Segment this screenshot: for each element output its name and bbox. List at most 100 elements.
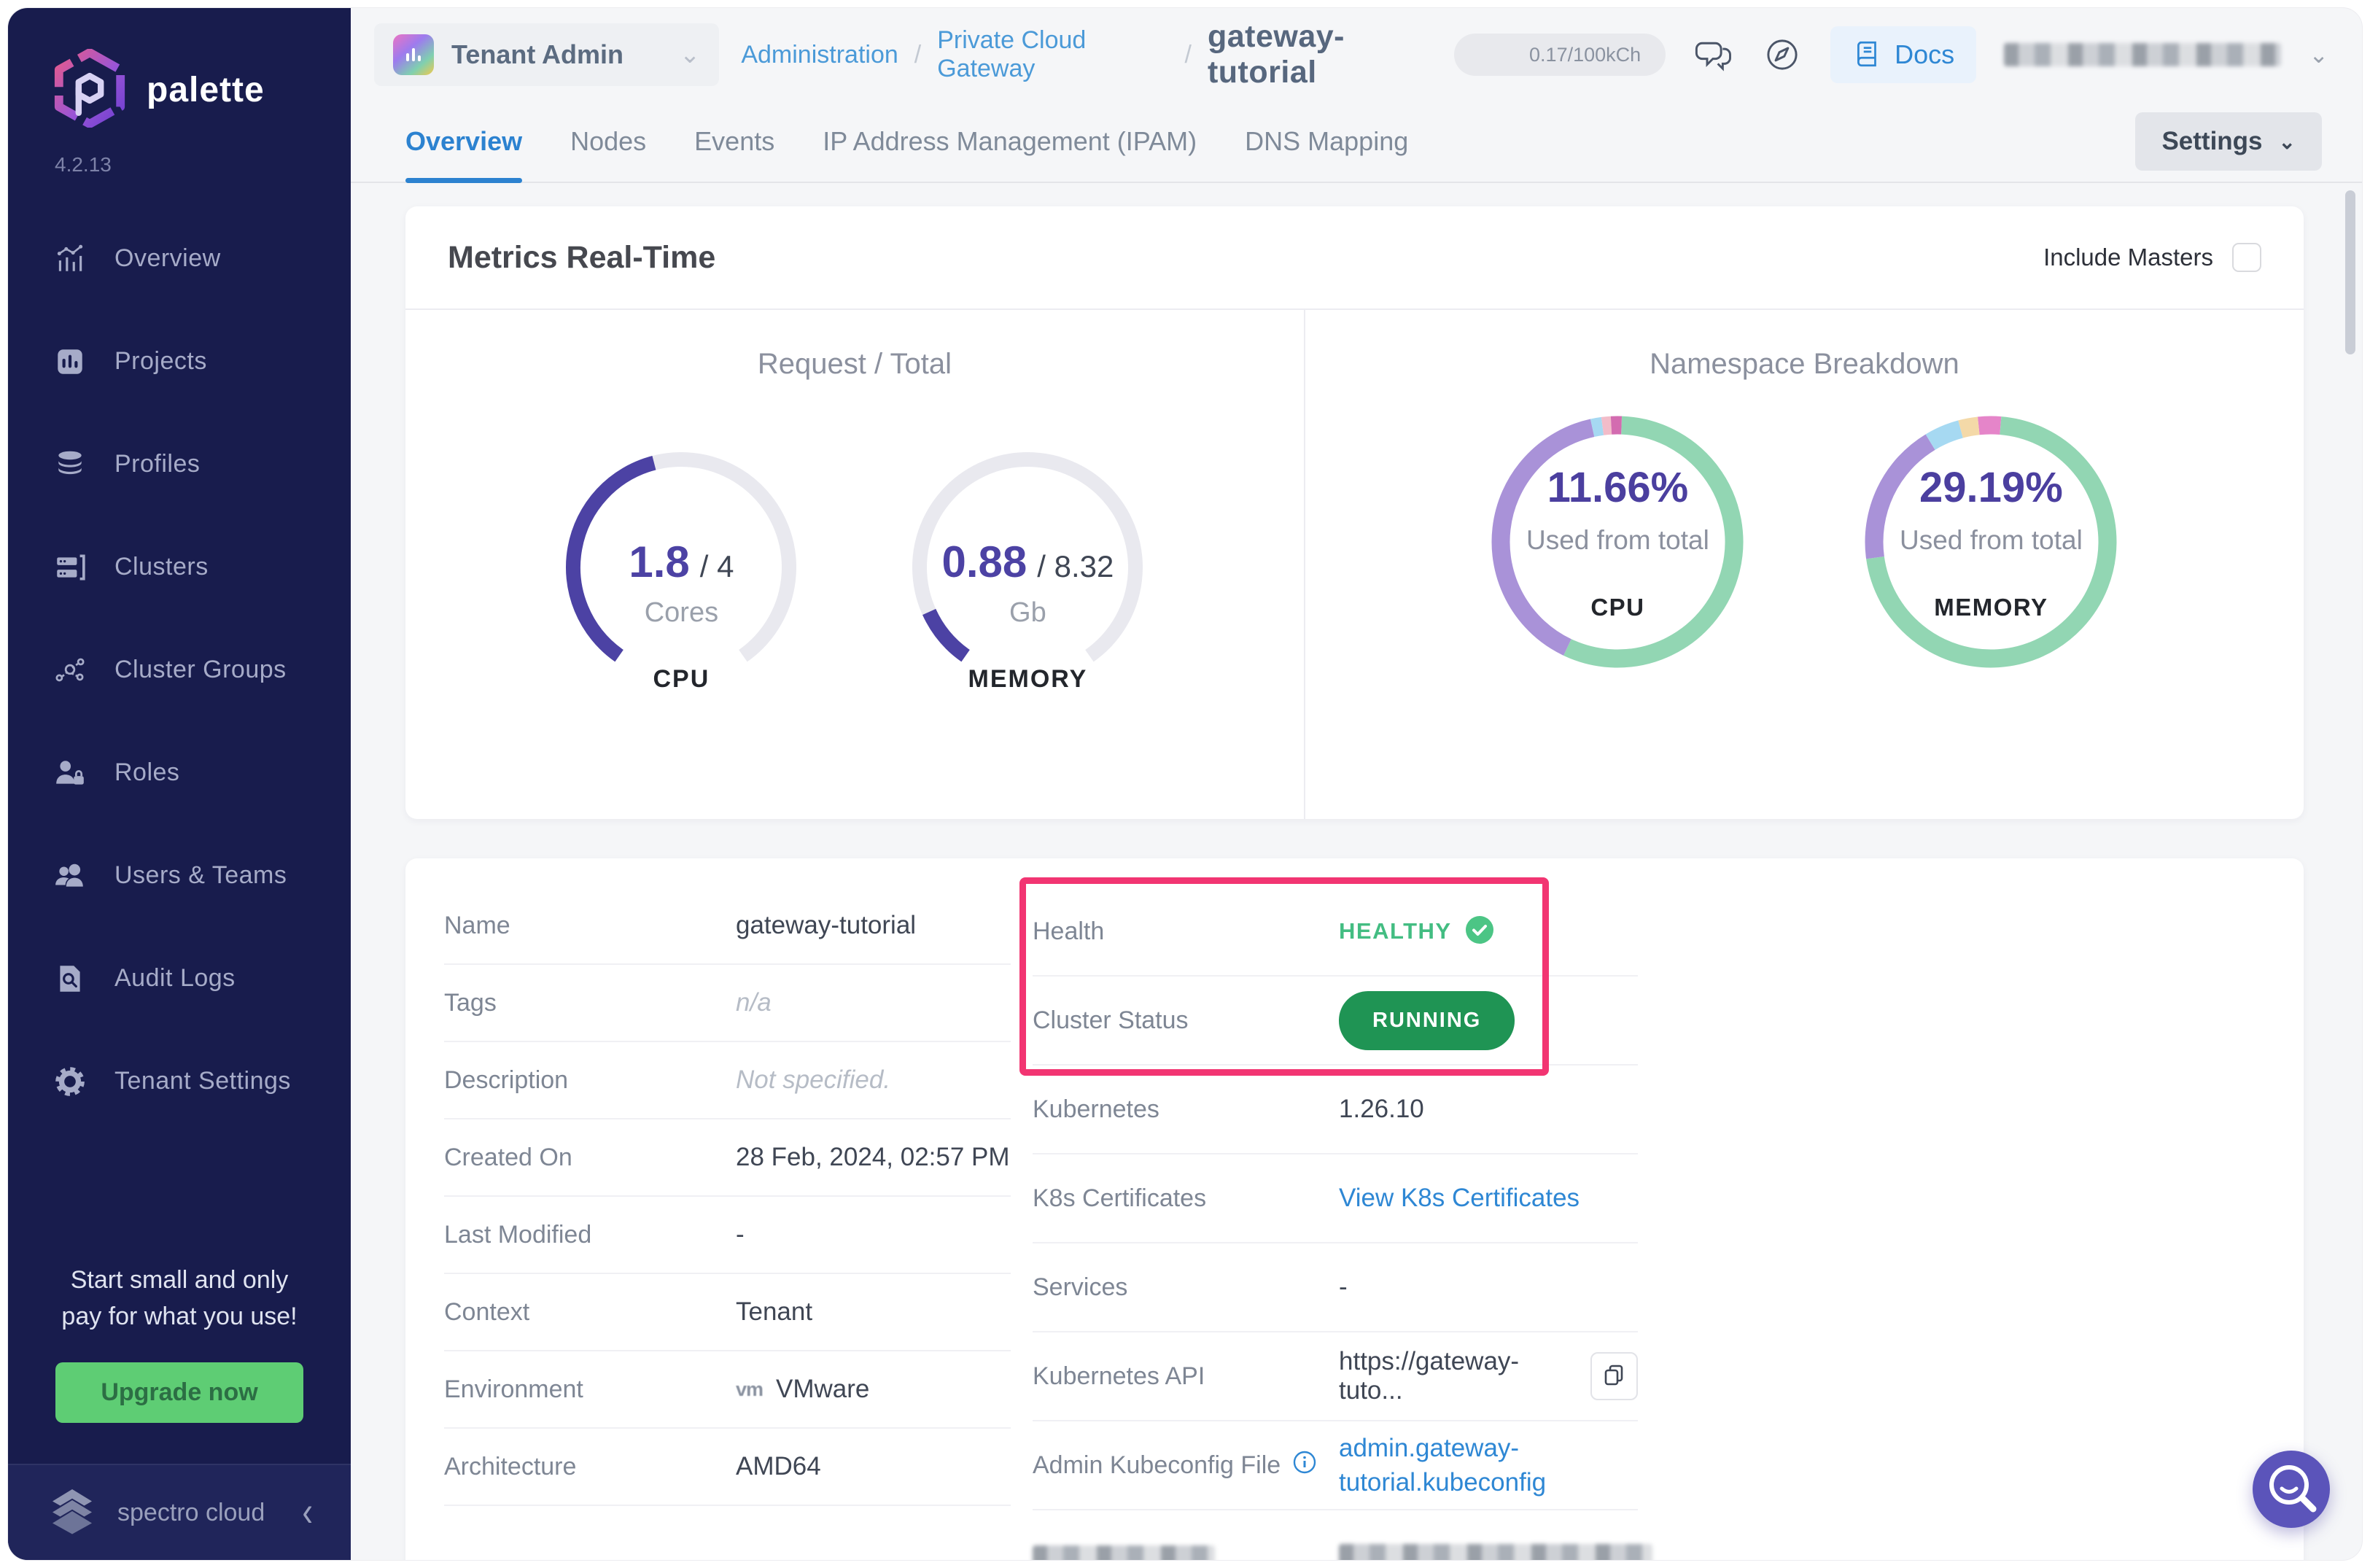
page-title: gateway-tutorial (1207, 19, 1345, 90)
sidebar-nav: Overview Projects Profiles (8, 207, 351, 1133)
details-right-column: Health HEALTHY Cluster Status RUNNING (1019, 877, 1652, 1560)
detail-row-k8s-certificates: K8s Certificates View K8s Certificates (1033, 1154, 1638, 1243)
collapse-sidebar-icon[interactable]: ‹ (302, 1489, 313, 1536)
scope-selector-label: Tenant Admin (451, 39, 623, 69)
upgrade-now-button[interactable]: Upgrade now (55, 1362, 303, 1423)
details-left-column: Name gateway-tutorial Tags n/a Descripti… (444, 888, 1011, 1560)
detail-row-kubernetes-api: Kubernetes API https://gateway-tuto... (1033, 1332, 1638, 1421)
detail-row-cluster-status: Cluster Status RUNNING (1033, 977, 1638, 1066)
cluster-details-card: Name gateway-tutorial Tags n/a Descripti… (405, 858, 2304, 1560)
memory-donut: 29.19% Used from total MEMORY (1856, 407, 2126, 677)
detail-row-redacted (1033, 1510, 1652, 1560)
brand-name: spectro cloud (117, 1498, 265, 1526)
tab-bar: Overview Nodes Events IP Address Managem… (351, 101, 2362, 183)
usage-quota-pill: 0.17/100kCh (1454, 34, 1666, 76)
metrics-card-title: Metrics Real-Time (448, 239, 716, 275)
upsell-banner: Start small and only pay for what you us… (8, 1262, 351, 1423)
app-title: palette (147, 71, 265, 109)
detail-row-admin-kubeconfig: Admin Kubeconfig File admin.gateway-tuto… (1033, 1421, 1638, 1510)
vertical-scrollbar-thumb[interactable] (2345, 190, 2355, 354)
compass-icon[interactable] (1762, 34, 1803, 75)
detail-row-context: Context Tenant (444, 1274, 1011, 1351)
breadcrumb-private-cloud-gateway[interactable]: Private Cloud Gateway (937, 26, 1087, 82)
redacted-label (1033, 1545, 1215, 1560)
user-account-redacted[interactable] (2004, 43, 2282, 66)
nodes-icon (53, 653, 87, 687)
info-icon[interactable] (1292, 1450, 1317, 1481)
sidebar: palette 4.2.13 Overview Projects (8, 8, 351, 1560)
sidebar-item-audit-logs[interactable]: Audit Logs (8, 927, 351, 1030)
namespace-breakdown-title: Namespace Breakdown (1650, 348, 1959, 380)
tab-events[interactable]: Events (694, 126, 775, 156)
breadcrumb: Administration / Private Cloud Gateway /… (741, 19, 1432, 90)
sidebar-item-users-teams[interactable]: Users & Teams (8, 824, 351, 927)
cpu-donut: 11.66% Used from total CPU (1483, 407, 1752, 677)
bar-chart-icon (53, 345, 87, 379)
include-masters-checkbox[interactable] (2232, 243, 2261, 272)
sidebar-item-cluster-groups[interactable]: Cluster Groups (8, 618, 351, 721)
docs-button[interactable]: Docs (1830, 26, 1977, 83)
namespace-breakdown-section: Namespace Breakdown 11.66% Used from tot… (1305, 310, 2304, 819)
content-scroll-area: Metrics Real-Time Include Masters Reques… (351, 185, 2362, 1560)
detail-row-health: Health HEALTHY (1033, 888, 1638, 977)
copy-icon (1601, 1362, 1627, 1391)
sidebar-item-tenant-settings[interactable]: Tenant Settings (8, 1030, 351, 1133)
detail-row-architecture: Architecture AMD64 (444, 1429, 1011, 1506)
server-icon (53, 551, 87, 584)
sidebar-item-projects[interactable]: Projects (8, 310, 351, 413)
sidebar-item-overview[interactable]: Overview (8, 207, 351, 310)
layers-icon (53, 448, 87, 481)
sidebar-footer: spectro cloud ‹ (8, 1464, 351, 1560)
cpu-gauge: 1.8 / 4 Cores CPU (550, 451, 812, 694)
vm-icon: vm (736, 1378, 764, 1400)
chart-trend-icon (53, 242, 87, 276)
memory-gauge-label: MEMORY (968, 665, 1088, 693)
sidebar-item-roles[interactable]: Roles (8, 721, 351, 824)
settings-button[interactable]: Settings ⌄ (2135, 112, 2322, 171)
detail-row-description: Description Not specified. (444, 1042, 1011, 1119)
palette-logo-icon (52, 48, 128, 131)
request-total-section: Request / Total 1.8 / 4 Cores (405, 310, 1305, 819)
upsell-text: Start small and only pay for what you us… (61, 1266, 298, 1330)
cpu-donut-label: CPU (1590, 593, 1645, 621)
detail-row-last-modified: Last Modified - (444, 1197, 1011, 1274)
copy-button[interactable] (1590, 1352, 1638, 1400)
tab-nodes[interactable]: Nodes (570, 126, 647, 156)
chevron-down-icon: ⌄ (679, 41, 701, 69)
search-fab-button[interactable] (2253, 1451, 2330, 1528)
check-circle-icon (1465, 915, 1494, 948)
topbar: Tenant Admin ⌄ Administration / Private … (351, 8, 2362, 101)
memory-gauge: 0.88 / 8.32 Gb MEMORY (896, 451, 1159, 694)
users-icon (53, 859, 87, 893)
memory-donut-label: MEMORY (1934, 593, 2048, 621)
tab-overview[interactable]: Overview (405, 101, 523, 183)
kubeconfig-download-link[interactable]: admin.gateway-tutorial.kubeconfig (1339, 1433, 1547, 1497)
tab-ipam[interactable]: IP Address Management (IPAM) (823, 126, 1197, 156)
sidebar-item-profiles[interactable]: Profiles (8, 413, 351, 516)
sidebar-item-clusters[interactable]: Clusters (8, 516, 351, 618)
detail-row-services: Services - (1033, 1243, 1638, 1332)
redacted-value (1339, 1544, 1652, 1560)
detail-row-kubernetes: Kubernetes 1.26.10 (1033, 1066, 1638, 1154)
chat-icon[interactable] (1693, 34, 1734, 75)
view-k8s-certificates-link[interactable]: View K8s Certificates (1339, 1184, 1580, 1212)
docs-book-icon (1852, 39, 1883, 71)
chevron-down-icon[interactable]: ⌄ (2309, 42, 2328, 68)
app-window: palette 4.2.13 Overview Projects (7, 7, 2363, 1561)
request-total-title: Request / Total (757, 348, 952, 380)
usage-quota-value: 0.17/100kCh (1529, 43, 1641, 66)
gear-icon (53, 1065, 87, 1098)
breadcrumb-administration[interactable]: Administration (741, 40, 898, 69)
detail-row-created-on: Created On 28 Feb, 2024, 02:57 PM (444, 1119, 1011, 1197)
scope-selector[interactable]: Tenant Admin ⌄ (374, 23, 720, 86)
detail-row-tags: Tags n/a (444, 965, 1011, 1042)
search-icon (2260, 1457, 2323, 1522)
health-status-badge: HEALTHY (1339, 915, 1494, 948)
spectro-cloud-logo-icon (46, 1485, 98, 1541)
metrics-realtime-card: Metrics Real-Time Include Masters Reques… (405, 206, 2304, 819)
settings-button-label: Settings (2161, 127, 2263, 155)
tab-dns-mapping[interactable]: DNS Mapping (1245, 126, 1409, 156)
tenant-scope-icon (393, 34, 434, 75)
user-lock-icon (53, 756, 87, 790)
chevron-down-icon: ⌄ (2278, 130, 2296, 153)
